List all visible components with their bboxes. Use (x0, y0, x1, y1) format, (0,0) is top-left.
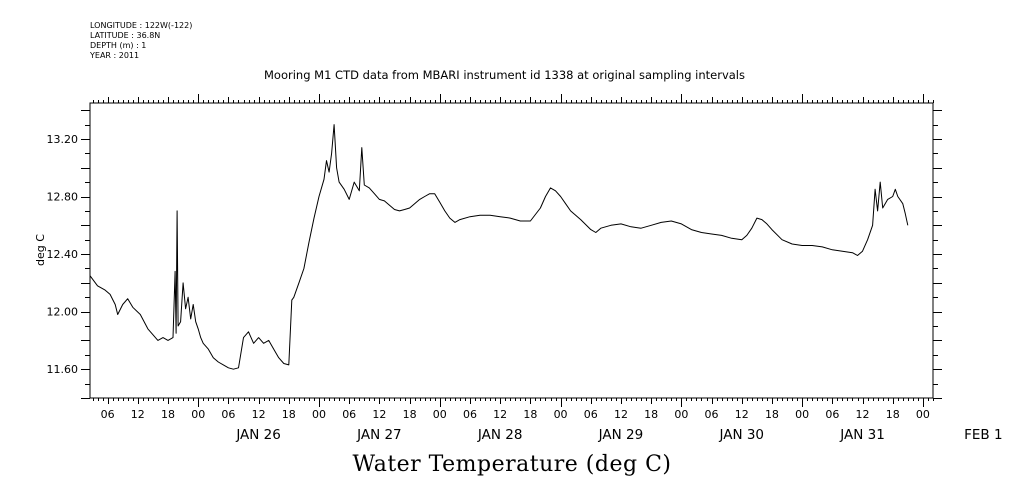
x-hour-label: 00 (433, 408, 447, 421)
x-hour-label: 12 (372, 408, 386, 421)
y-tick-label: 12.40 (47, 248, 79, 261)
x-hour-label: 12 (856, 408, 870, 421)
x-day-label: JAN 31 (839, 427, 885, 443)
y-tick-label: 11.60 (47, 363, 79, 376)
x-hour-label: 06 (584, 408, 598, 421)
x-hour-label: 00 (554, 408, 568, 421)
x-hour-label: 12 (493, 408, 507, 421)
x-hour-label: 18 (886, 408, 900, 421)
y-tick-label: 12.80 (47, 191, 79, 204)
longitude-label: LONGITUDE : 122W(-122) (90, 21, 193, 30)
x-hour-label: 00 (795, 408, 809, 421)
x-hour-label: 00 (312, 408, 326, 421)
x-hour-label: 06 (705, 408, 719, 421)
x-hour-label: 06 (342, 408, 356, 421)
x-hour-label: 18 (765, 408, 779, 421)
x-hour-label: 06 (463, 408, 477, 421)
x-hour-label: 18 (282, 408, 296, 421)
x-hour-label: 12 (131, 408, 145, 421)
chart-title: Mooring M1 CTD data from MBARI instrumen… (264, 68, 745, 82)
x-hour-label: 12 (614, 408, 628, 421)
series-group (89, 124, 909, 370)
x-day-label: JAN 26 (235, 427, 281, 443)
plot-frame (89, 102, 934, 399)
x-hour-label: 18 (523, 408, 537, 421)
x-hour-label: 18 (644, 408, 658, 421)
ticks-group (81, 94, 942, 407)
x-hour-label: 18 (161, 408, 175, 421)
x-day-label: JAN 29 (598, 427, 644, 443)
year-label: YEAR : 2011 (90, 51, 140, 60)
x-hour-label: 06 (825, 408, 839, 421)
x-hour-label: 12 (252, 408, 266, 421)
y-tick-label: 12.00 (47, 306, 79, 319)
y-tick-label: 13.20 (47, 133, 79, 146)
x-day-label: JAN 30 (718, 427, 764, 443)
x-day-label: JAN 28 (477, 427, 523, 443)
latitude-label: LATITUDE : 36.8N (90, 31, 161, 40)
chart-bottom-title: Water Temperature (deg C) (352, 452, 672, 477)
x-hour-label: 00 (916, 408, 930, 421)
metadata-block: LONGITUDE : 122W(-122) LATITUDE : 36.8N … (90, 21, 192, 61)
x-hour-label: 12 (735, 408, 749, 421)
x-hour-label: 00 (191, 408, 205, 421)
y-axis-label: deg C (34, 234, 47, 266)
axes-group (89, 102, 934, 399)
x-hour-label: 18 (403, 408, 417, 421)
x-hour-label: 06 (221, 408, 235, 421)
x-hour-label: 00 (674, 408, 688, 421)
x-day-label: FEB 1 (964, 427, 1002, 443)
series-line-water-temperature (89, 124, 909, 370)
tick-labels-group: 11.60 12.00 12.40 12.80 13.20 06 12 18 00 06 12 18 0… (47, 133, 1003, 443)
x-hour-label: 06 (101, 408, 115, 421)
depth-label: DEPTH (m) : 1 (90, 41, 147, 50)
x-day-label: JAN 27 (356, 427, 402, 443)
